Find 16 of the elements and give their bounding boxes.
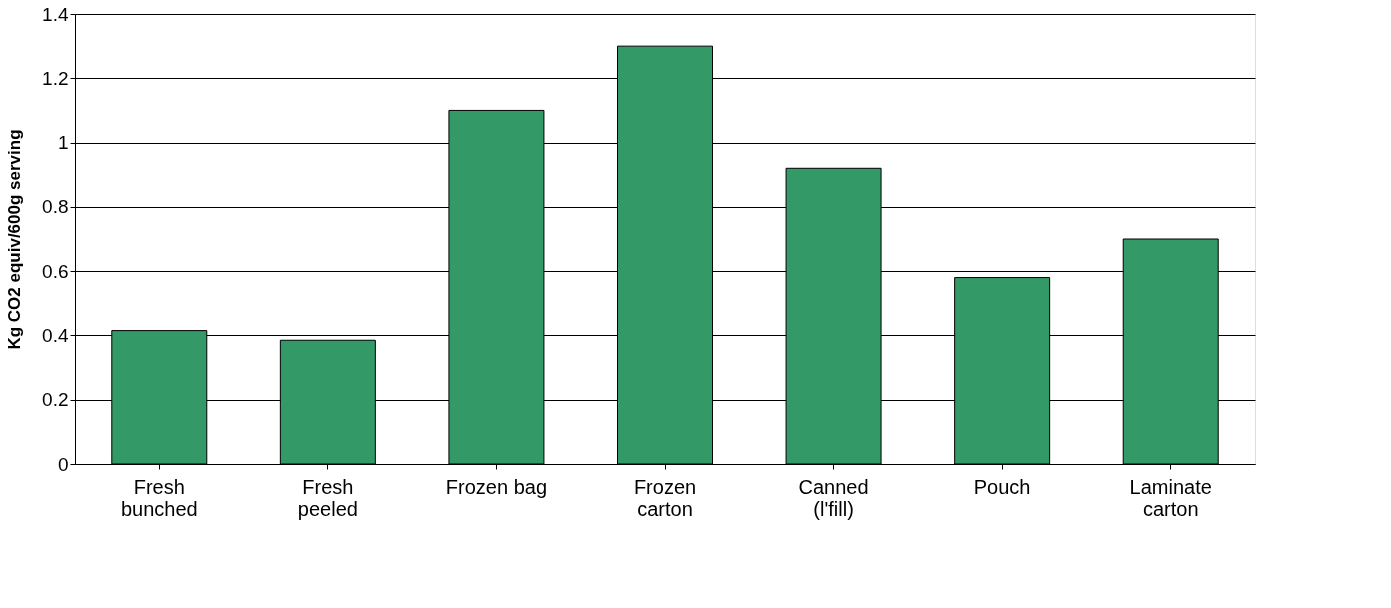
y-tick-label: 1 xyxy=(57,132,69,154)
x-tick-label: Frozen carton xyxy=(633,475,697,520)
y-tick-label: 1.2 xyxy=(42,67,69,89)
y-tick-label: 0.4 xyxy=(42,324,69,346)
y-tick-label: 0.8 xyxy=(42,196,69,218)
x-tick-label: Frozen bag xyxy=(445,475,548,498)
x-tick-label: Laminate carton xyxy=(1129,475,1212,520)
x-tick-label: Pouch xyxy=(973,475,1031,498)
x-tick-label: Canned (l'fill) xyxy=(798,475,869,520)
y-tick-label: 0.6 xyxy=(42,260,69,282)
y-tick-label: 0 xyxy=(57,453,69,475)
y-tick-label: 1.4 xyxy=(42,3,69,25)
y-tick-label: 0.2 xyxy=(42,389,69,411)
x-tick-label: Fresh peeled xyxy=(297,475,358,520)
y-axis-title: Kg CO2 equiv/600g serving xyxy=(5,129,25,350)
x-tick-label: Fresh bunched xyxy=(120,475,198,520)
